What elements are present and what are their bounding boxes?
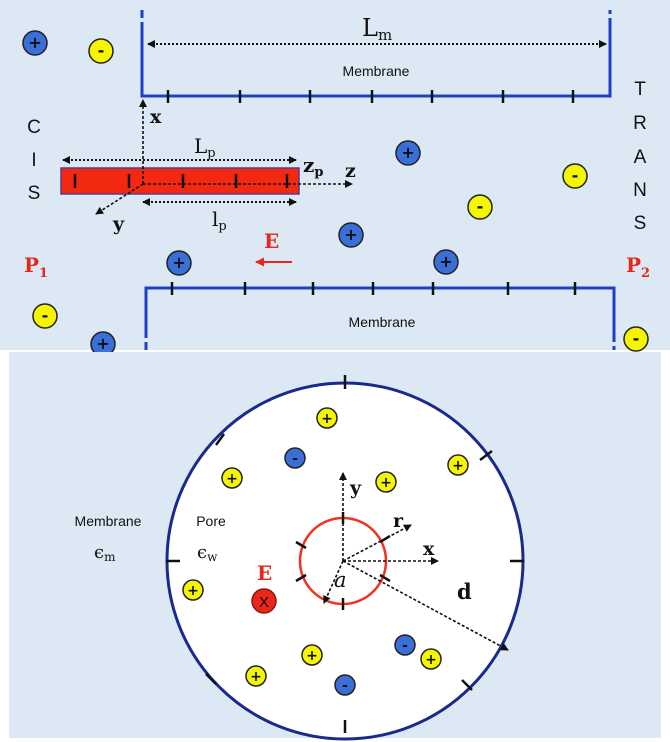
- svg-text:+: +: [452, 458, 464, 474]
- svg-text:-: -: [342, 678, 348, 694]
- eps-m-label: ϵm: [94, 542, 116, 564]
- top-field-label: E: [264, 229, 279, 253]
- svg-text:X: X: [259, 594, 269, 611]
- upper-membrane: Membrane Lm: [140, 10, 612, 103]
- svg-text:-: -: [42, 306, 49, 325]
- pore-cation-ion-icon: +: [316, 407, 338, 429]
- radius-a-label: a: [334, 568, 347, 592]
- anion-ion-icon: -: [467, 194, 493, 220]
- zp-label: zp: [303, 153, 323, 180]
- svg-text:S: S: [634, 213, 647, 234]
- anion-ion-icon: -: [32, 303, 58, 329]
- pore-cation-ion-icon: +: [182, 579, 204, 601]
- polymer-rod: Lp lp: [60, 134, 300, 234]
- lm-label: Lm: [362, 14, 392, 44]
- top-ions: + - + - - + + + - + -: [22, 30, 649, 357]
- pore-cation-ion-icon: +: [375, 471, 397, 493]
- pore-anion-ion-icon: -: [394, 634, 416, 656]
- pore-cation-ion-icon: +: [447, 454, 469, 476]
- lower-membrane: Membrane: [144, 282, 616, 350]
- lp-small-label: lp: [212, 207, 227, 234]
- svg-text:S: S: [28, 183, 41, 204]
- svg-text:I: I: [31, 150, 36, 171]
- svg-text:+: +: [172, 253, 186, 272]
- bottom-axes: [323, 472, 509, 651]
- svg-text:-: -: [572, 166, 579, 185]
- pore-anion-ion-icon: -: [334, 674, 356, 696]
- svg-text:-: -: [98, 41, 105, 60]
- svg-text:+: +: [250, 669, 262, 685]
- field-into-page-marker: X: [251, 588, 277, 614]
- svg-text:+: +: [439, 252, 453, 271]
- svg-text:N: N: [633, 180, 647, 201]
- pore-cation-ion-icon: +: [221, 467, 243, 489]
- p1-label: P1: [24, 253, 48, 281]
- svg-text:C: C: [27, 117, 41, 138]
- svg-text:-: -: [292, 451, 298, 467]
- pore-ions: + + - + + + - + + + -: [182, 407, 469, 696]
- svg-text:+: +: [401, 143, 415, 162]
- axis-x-label: x: [150, 106, 162, 128]
- svg-text:-: -: [633, 329, 640, 348]
- svg-text:-: -: [477, 197, 484, 216]
- pore-cation-ion-icon: +: [301, 644, 323, 666]
- lower-membrane-label: Membrane: [349, 314, 416, 330]
- anion-ion-icon: -: [562, 163, 588, 189]
- pore-axis-r-label: r: [393, 510, 404, 532]
- pore-axis-x-label: x: [423, 538, 435, 560]
- cation-ion-icon: +: [90, 331, 116, 357]
- top-panel: Membrane Lm Membrane: [0, 0, 670, 357]
- anion-ion-icon: -: [88, 38, 114, 64]
- pore-field-label: E: [257, 561, 272, 585]
- svg-text:+: +: [96, 334, 110, 353]
- pore-cation-ion-icon: +: [420, 648, 442, 670]
- cation-ion-icon: +: [395, 140, 421, 166]
- svg-text:R: R: [633, 113, 647, 134]
- cation-ion-icon: +: [338, 222, 364, 248]
- top-axes: [95, 99, 353, 215]
- pore-axis-y-label: y: [349, 477, 362, 499]
- p2-label: P2: [626, 253, 650, 281]
- svg-text:+: +: [425, 652, 437, 668]
- axis-z-label: z: [345, 160, 356, 182]
- svg-text:+: +: [187, 583, 199, 599]
- eps-w-label: ϵw: [197, 542, 218, 564]
- svg-text:A: A: [634, 147, 647, 168]
- axis-y-label: y: [112, 213, 125, 235]
- pore-ring-ticks: [166, 375, 524, 733]
- lower-membrane-ticks: [170, 282, 577, 295]
- cation-ion-icon: +: [433, 249, 459, 275]
- cis-label: C I S: [27, 117, 41, 204]
- svg-text:T: T: [634, 79, 646, 100]
- upper-membrane-ticks: [166, 90, 575, 103]
- svg-text:+: +: [306, 648, 318, 664]
- upper-membrane-label: Membrane: [343, 63, 410, 79]
- bottom-membrane-label: Membrane: [75, 513, 142, 529]
- svg-text:+: +: [321, 411, 333, 427]
- cation-ion-icon: +: [166, 250, 192, 276]
- lp-label: Lp: [194, 134, 216, 161]
- svg-text:+: +: [28, 33, 42, 52]
- svg-text:-: -: [402, 638, 408, 654]
- pore-cation-ion-icon: +: [245, 665, 267, 687]
- bottom-panel: y x r a d Membrane ϵm Pore ϵw E X ++-+++…: [9, 352, 661, 741]
- svg-text:+: +: [380, 475, 392, 491]
- cation-ion-icon: +: [22, 30, 48, 56]
- svg-text:+: +: [344, 225, 358, 244]
- radius-d-label: d: [457, 579, 472, 604]
- anion-ion-icon: -: [623, 326, 649, 352]
- pore-label: Pore: [196, 513, 226, 529]
- trans-label: T R A N S: [633, 79, 647, 234]
- svg-text:+: +: [226, 471, 238, 487]
- pore-anion-ion-icon: -: [284, 447, 306, 469]
